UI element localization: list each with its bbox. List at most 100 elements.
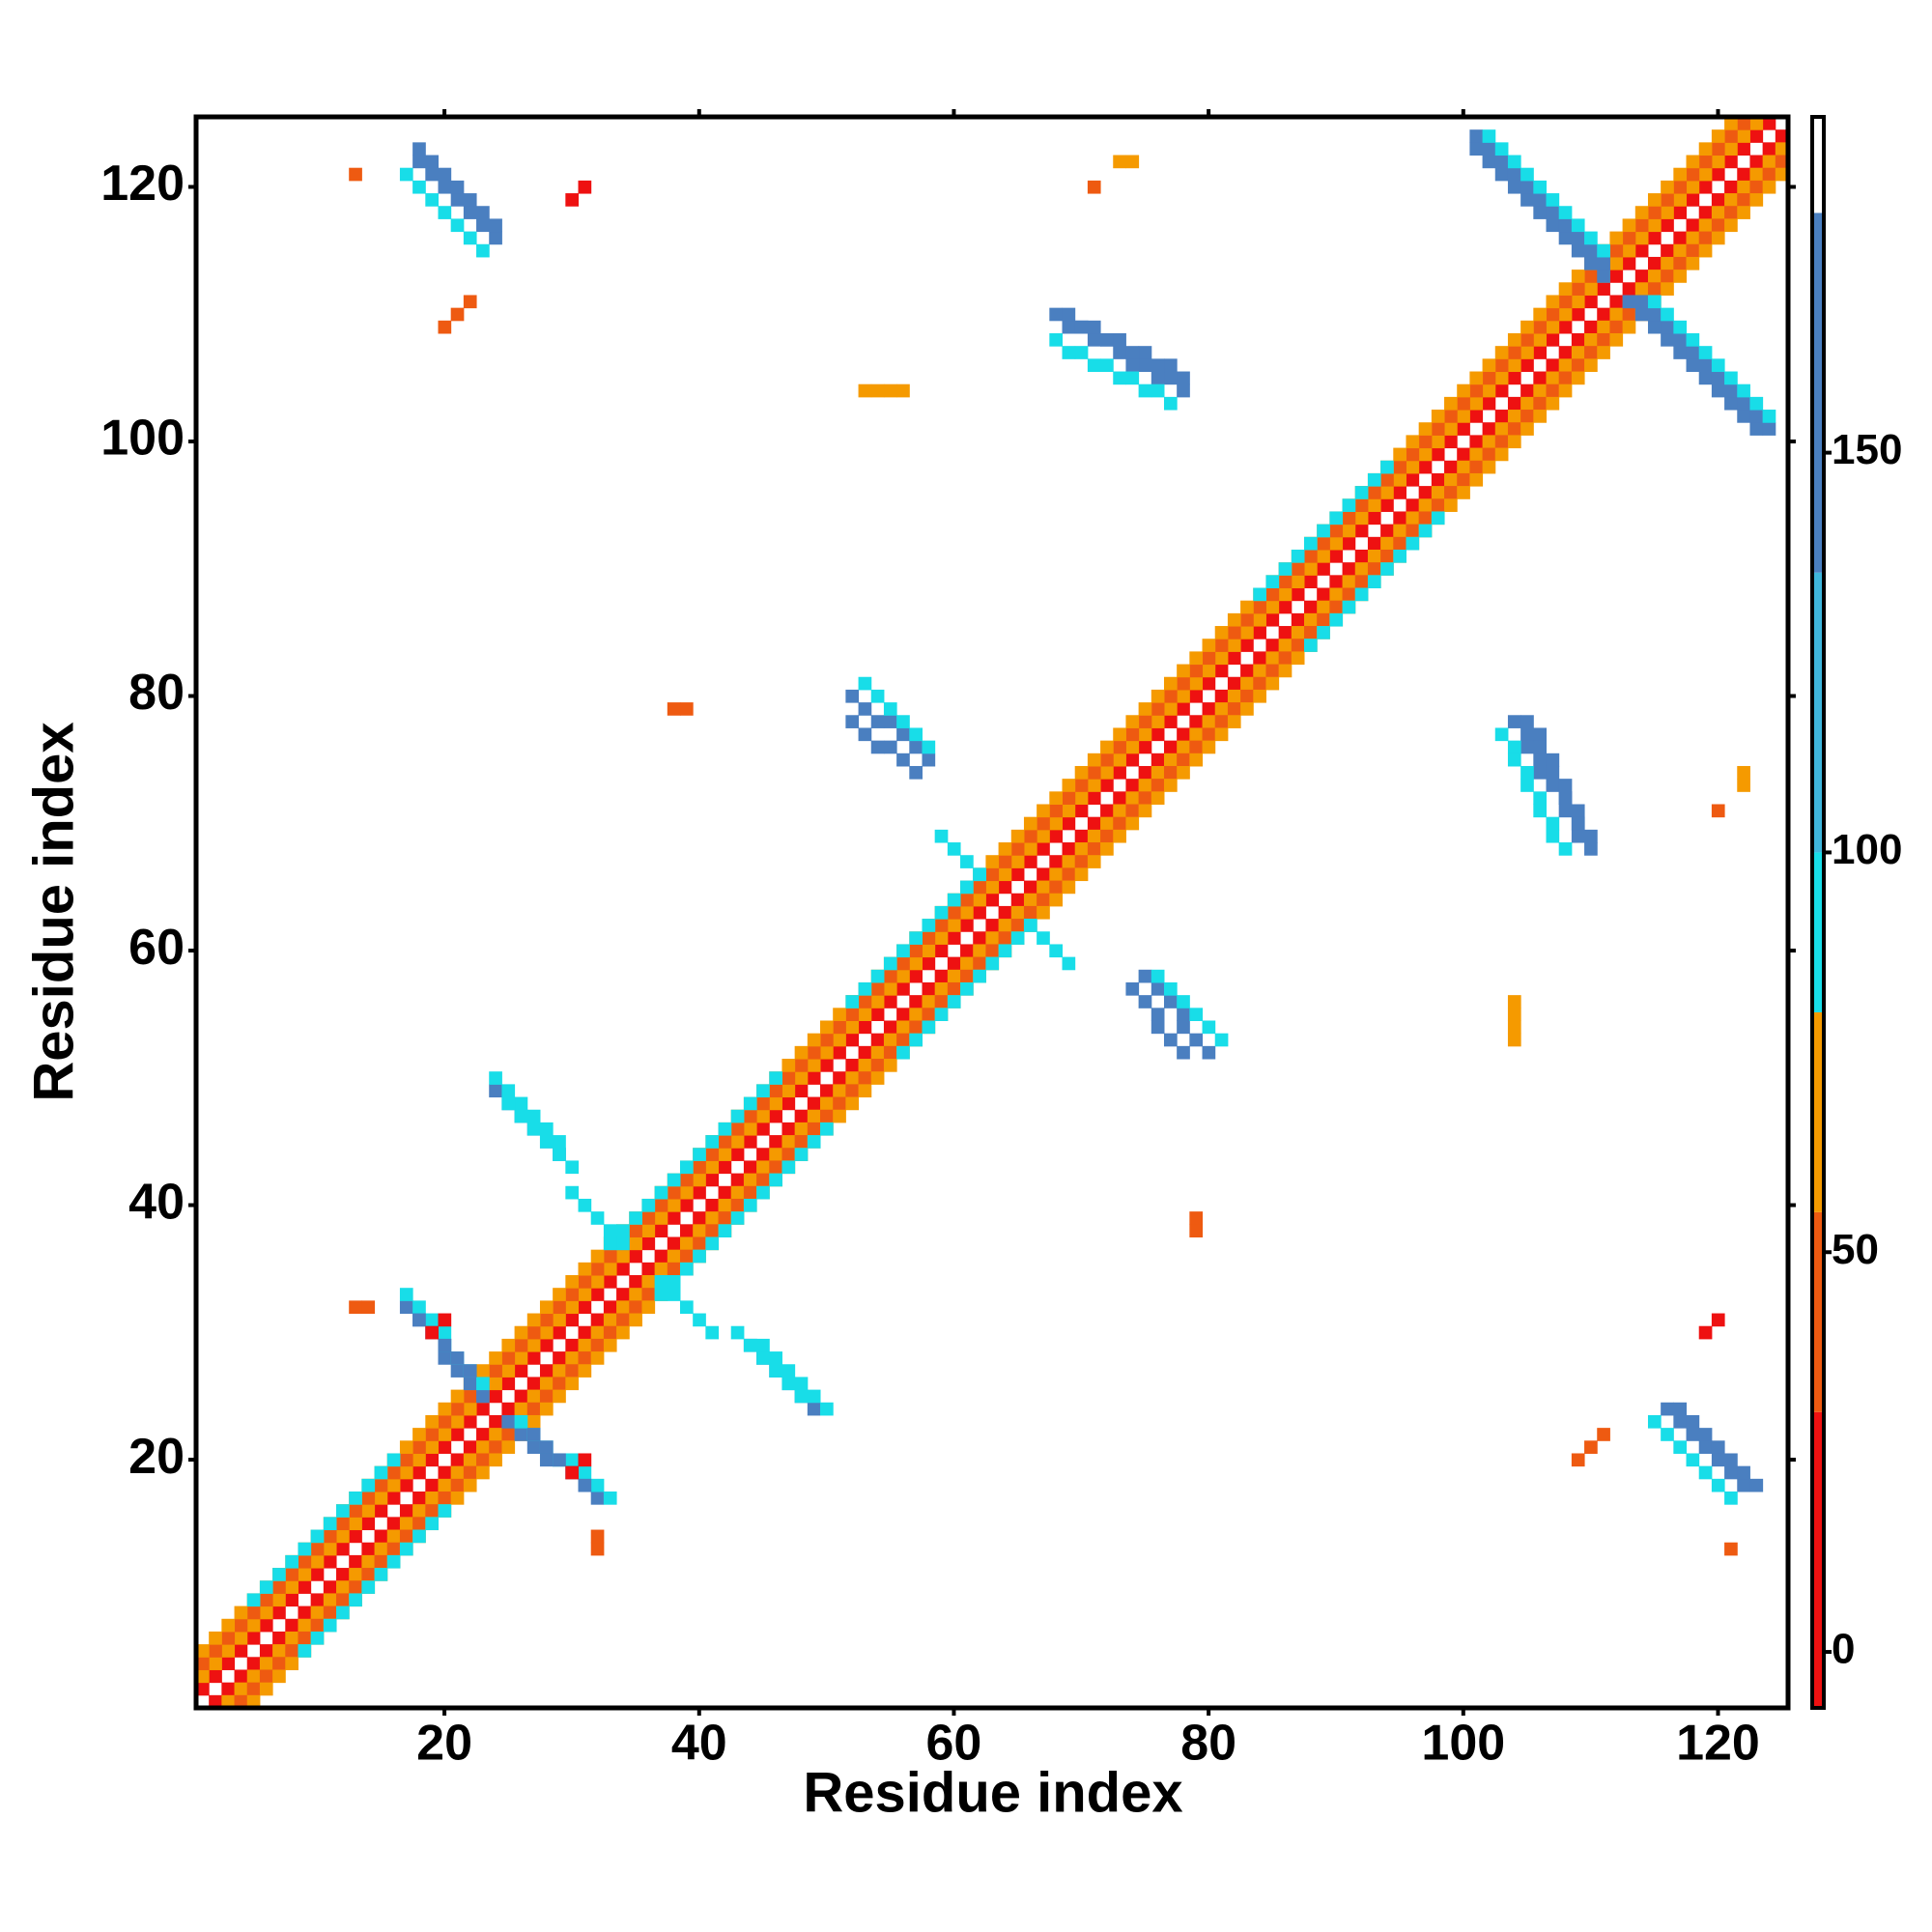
- cell: [1177, 702, 1190, 716]
- cell: [641, 1262, 656, 1276]
- colorbar-segment: [1812, 572, 1824, 853]
- cell: [1265, 600, 1280, 614]
- cell: [794, 1071, 809, 1085]
- cell: [1202, 727, 1216, 742]
- cell: [1151, 1020, 1165, 1035]
- cell: [1775, 129, 1789, 143]
- cell: [1138, 995, 1152, 1009]
- cell: [1749, 117, 1764, 130]
- cell: [285, 1554, 298, 1569]
- cell: [1724, 1453, 1738, 1467]
- cell: [1163, 765, 1178, 780]
- cell: [1125, 816, 1140, 831]
- cell: [1737, 1465, 1750, 1480]
- cell: [438, 180, 452, 194]
- cell: [514, 1096, 528, 1111]
- cell: [998, 867, 1012, 882]
- x-axis-title: Residue index: [803, 1761, 1182, 1824]
- cell: [1737, 384, 1750, 398]
- cell: [1177, 664, 1190, 678]
- cell: [590, 1262, 605, 1276]
- cell: [374, 1504, 388, 1518]
- cell: [1406, 511, 1420, 526]
- cell: [1418, 447, 1433, 462]
- cell: [590, 1275, 605, 1289]
- cell: [463, 1389, 477, 1404]
- cell: [578, 1262, 592, 1276]
- cell: [1023, 880, 1037, 895]
- cell: [603, 1300, 617, 1315]
- cell: [310, 1631, 325, 1645]
- cell: [425, 1453, 439, 1467]
- cell: [1622, 295, 1636, 309]
- cell: [501, 1440, 516, 1454]
- cell: [399, 1288, 413, 1301]
- cell: [1597, 243, 1610, 258]
- cell: [489, 231, 502, 245]
- cell: [539, 1135, 554, 1149]
- cell: [1533, 180, 1548, 194]
- cell: [1393, 486, 1406, 499]
- cell: [1571, 346, 1585, 359]
- cell: [1151, 358, 1165, 373]
- cell: [616, 1313, 630, 1327]
- cell: [425, 1414, 439, 1429]
- cell: [743, 1173, 757, 1187]
- cell: [641, 1211, 656, 1225]
- cell: [425, 1428, 439, 1441]
- cell: [1647, 320, 1662, 334]
- cell: [1546, 371, 1560, 385]
- cell: [438, 1428, 452, 1441]
- cell: [934, 829, 949, 843]
- cell: [1163, 371, 1178, 385]
- cell: [1406, 435, 1420, 449]
- cell: [565, 1465, 580, 1480]
- cell: [386, 1478, 401, 1492]
- cell: [349, 1554, 362, 1569]
- cell: [883, 1059, 897, 1072]
- cell: [1673, 346, 1688, 359]
- cell: [1113, 371, 1126, 385]
- cell: [1393, 536, 1406, 551]
- cell: [221, 1631, 236, 1645]
- cell: [896, 1008, 910, 1021]
- cell: [246, 1605, 261, 1620]
- cell: [1087, 855, 1101, 868]
- cell: [1507, 396, 1521, 411]
- cell: [1457, 447, 1470, 462]
- cell: [1151, 702, 1165, 716]
- cell: [438, 1504, 452, 1518]
- cell: [909, 740, 923, 754]
- cell: [1724, 155, 1738, 169]
- cell: [412, 1492, 426, 1505]
- cell: [1189, 1211, 1204, 1225]
- cell: [1367, 536, 1381, 551]
- cell: [1571, 243, 1585, 258]
- cell: [1393, 472, 1406, 487]
- cell: [425, 1517, 439, 1531]
- cell: [539, 1389, 554, 1404]
- cell: [922, 981, 936, 996]
- cell: [1546, 206, 1560, 219]
- y-tick-label: 40: [128, 1174, 185, 1230]
- cell: [1597, 332, 1610, 347]
- cell: [1634, 206, 1649, 219]
- cell: [285, 1568, 298, 1581]
- cell: [922, 956, 936, 971]
- cell: [858, 1071, 872, 1085]
- cell: [590, 1313, 605, 1327]
- cell: [807, 1402, 821, 1416]
- cell: [425, 1492, 439, 1505]
- cell: [858, 384, 872, 398]
- cell: [896, 956, 910, 971]
- cell: [1711, 1478, 1725, 1492]
- cell: [1444, 498, 1458, 512]
- cell: [310, 1593, 325, 1607]
- cell: [985, 931, 1000, 945]
- cell: [1737, 167, 1750, 182]
- cell: [1507, 167, 1521, 182]
- cell: [1125, 981, 1140, 996]
- colorbar-segment: [1812, 1211, 1824, 1412]
- cell: [616, 1288, 630, 1301]
- cell: [399, 1542, 413, 1556]
